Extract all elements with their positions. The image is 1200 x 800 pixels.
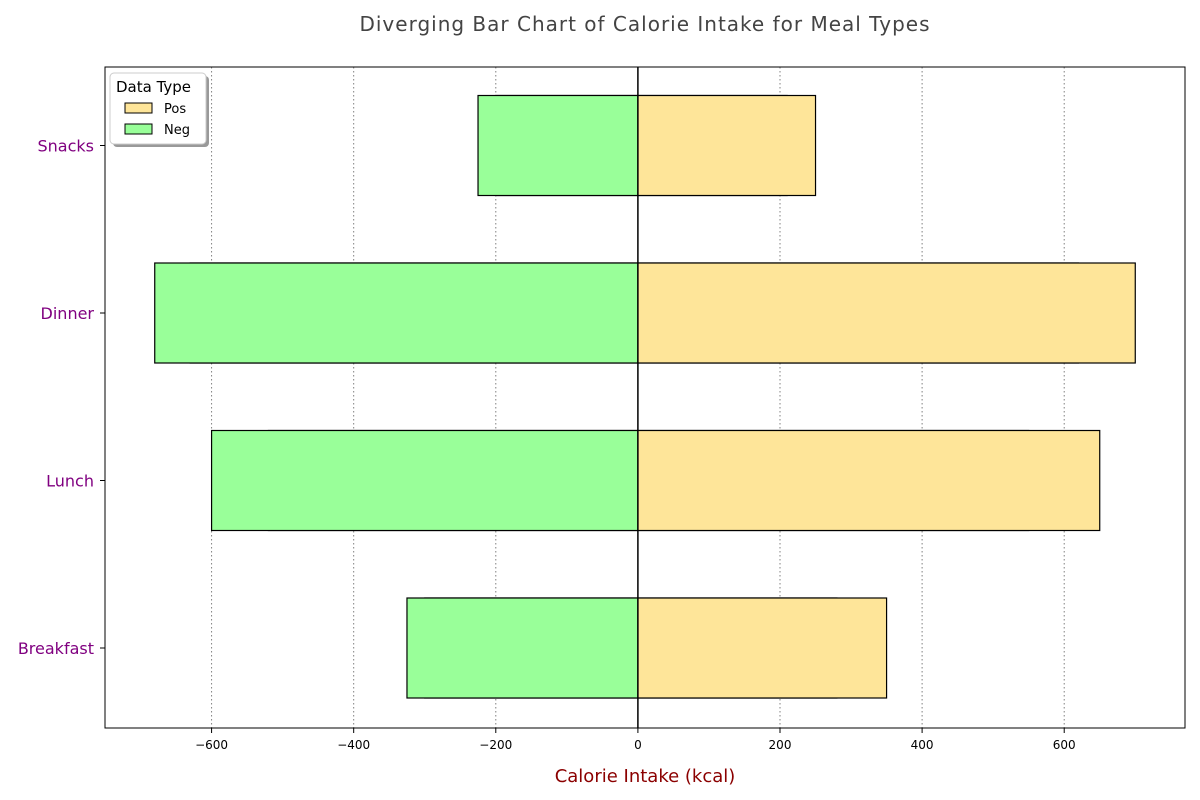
bar-pos-snacks bbox=[637, 94, 817, 197]
x-tick-label: 400 bbox=[911, 738, 934, 752]
x-ticks: −600 −400 −200 0 200 400 600 bbox=[195, 728, 1076, 752]
bar-pos-lunch bbox=[637, 429, 1101, 532]
bar-neg-snacks bbox=[477, 94, 639, 197]
bar-neg-dinner bbox=[154, 262, 639, 364]
category-label-snacks: Snacks bbox=[38, 137, 95, 156]
plot-frame bbox=[104, 66, 1186, 729]
category-label-lunch: Lunch bbox=[46, 472, 94, 491]
x-tick-label: 600 bbox=[1053, 738, 1076, 752]
x-tick-label: 0 bbox=[634, 738, 642, 752]
x-tick-label: −600 bbox=[195, 738, 228, 752]
bar-pos-dinner bbox=[637, 262, 1136, 364]
x-axis-title: Calorie Intake (kcal) bbox=[555, 766, 736, 787]
category-label-breakfast: Breakfast bbox=[18, 639, 94, 658]
legend[interactable]: Data Type Pos Neg bbox=[109, 72, 209, 147]
bar-neg-lunch bbox=[210, 429, 639, 532]
legend-swatch-pos bbox=[124, 102, 153, 114]
legend-swatch-neg bbox=[124, 123, 153, 135]
x-tick-label: −400 bbox=[337, 738, 370, 752]
category-labels: Breakfast Lunch Dinner Snacks bbox=[18, 137, 105, 658]
legend-label-pos: Pos bbox=[164, 102, 186, 117]
bar-pos-breakfast bbox=[637, 597, 888, 699]
x-tick-label: −200 bbox=[479, 738, 512, 752]
legend-title: Data Type bbox=[116, 78, 191, 96]
category-label-dinner: Dinner bbox=[41, 304, 95, 323]
chart-title: Diverging Bar Chart of Calorie Intake fo… bbox=[359, 12, 931, 36]
x-tick-label: 200 bbox=[769, 738, 792, 752]
legend-label-neg: Neg bbox=[164, 123, 190, 138]
bars-layer bbox=[154, 94, 1136, 699]
bar-neg-breakfast bbox=[406, 597, 639, 699]
